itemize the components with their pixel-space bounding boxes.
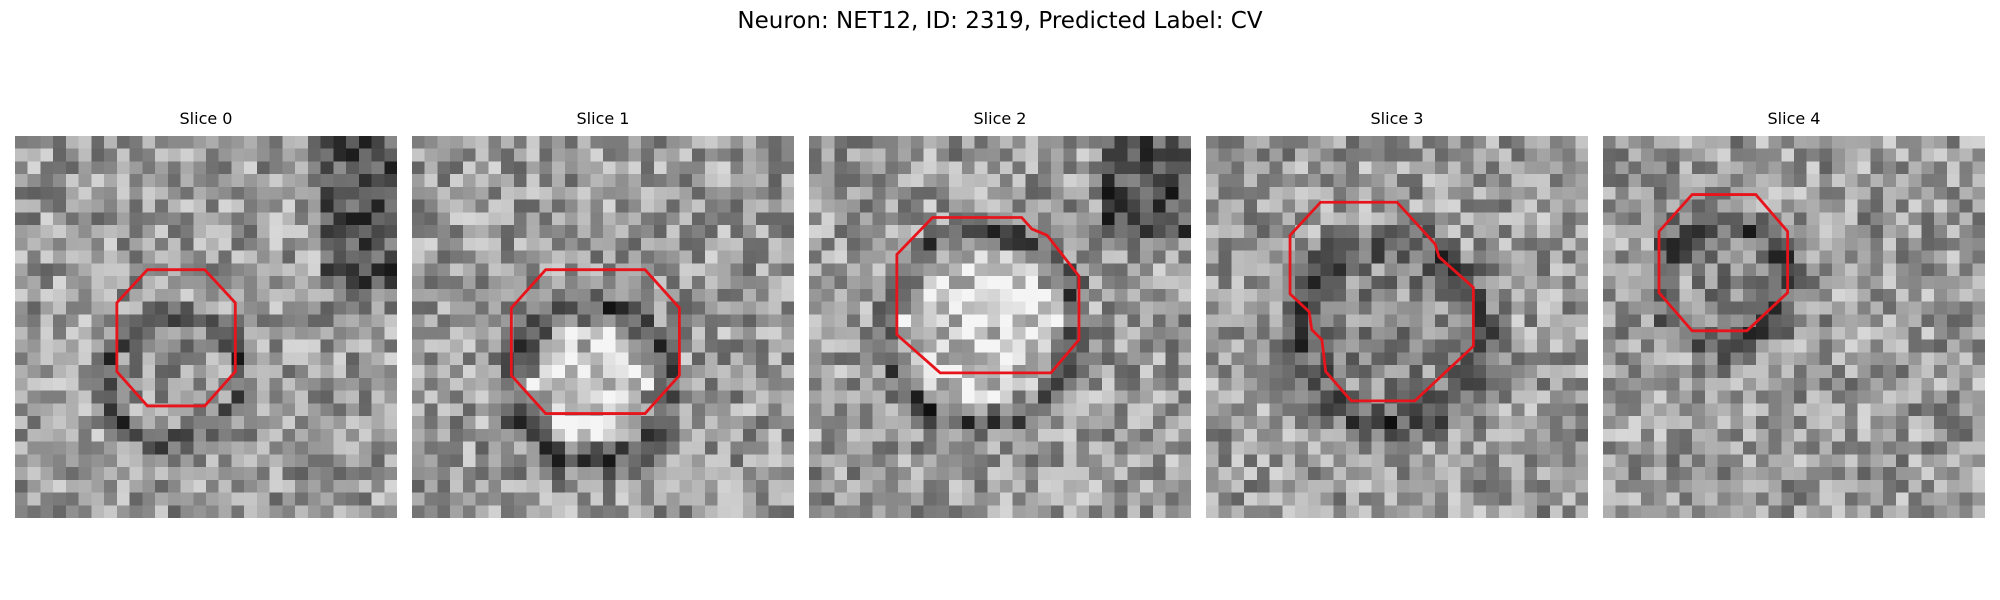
slice-panel-1: Slice 1 xyxy=(412,108,794,518)
slice-title: Slice 4 xyxy=(1767,109,1821,128)
roi-contour xyxy=(1288,200,1475,403)
slice-panel-2: Slice 2 xyxy=(809,108,1191,518)
slice-panel-0: Slice 0 xyxy=(15,108,397,518)
slice-title: Slice 2 xyxy=(973,109,1027,128)
roi-contour xyxy=(509,268,681,415)
slice-image xyxy=(412,136,794,518)
roi-contour xyxy=(895,216,1081,375)
slice-panel-3: Slice 3 xyxy=(1206,108,1588,518)
slice-title: Slice 3 xyxy=(1370,109,1424,128)
slice-image xyxy=(1206,136,1588,518)
figure-title: Neuron: NET12, ID: 2319, Predicted Label… xyxy=(737,8,1263,34)
slice-image xyxy=(1603,136,1985,518)
slice-title: Slice 1 xyxy=(576,109,630,128)
roi-contour xyxy=(1657,193,1790,333)
slice-panel-4: Slice 4 xyxy=(1603,108,1985,518)
slice-title: Slice 0 xyxy=(179,109,233,128)
roi-contour xyxy=(115,268,237,408)
slice-image xyxy=(809,136,1191,518)
slice-image xyxy=(15,136,397,518)
